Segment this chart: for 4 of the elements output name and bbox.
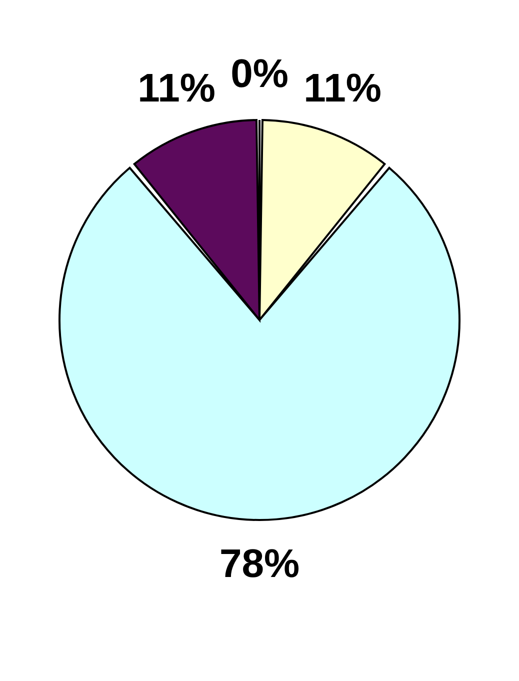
data-label: 78% [219, 542, 300, 586]
text: 0% [230, 52, 288, 96]
data-label: 11% [304, 66, 382, 110]
data-label: 11% [138, 66, 216, 110]
